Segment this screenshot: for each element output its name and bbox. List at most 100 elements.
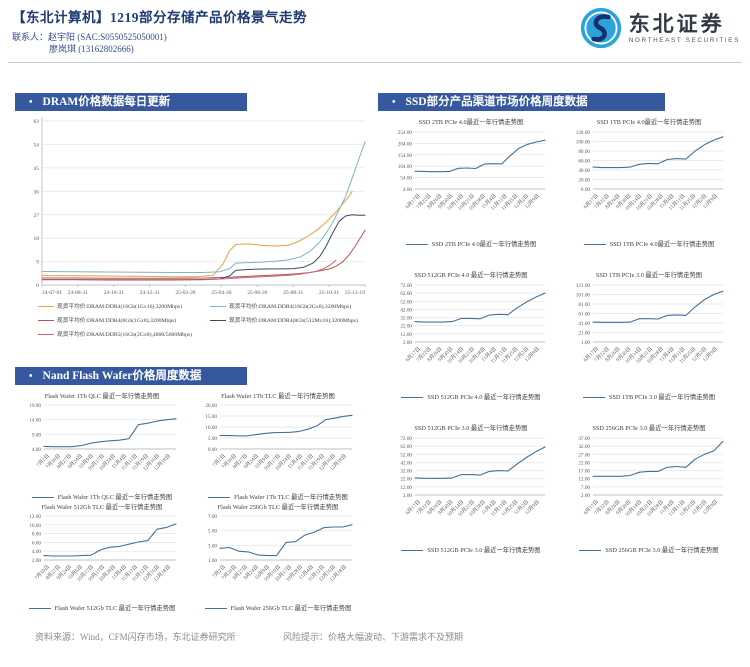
svg-text:1.00: 1.00	[581, 340, 590, 346]
ssd-512gb-pcie3-cell: SSD 512GB PCIe 3.0 最近一年行情走势图 72.00 62.00 5…	[385, 423, 557, 554]
svg-text:19.00: 19.00	[29, 403, 41, 409]
flash-1tb-tlc-chart: 20.00 15.00 10.00 5.00 0.00 7月2日 7月30日 8月27日 9月2…	[192, 401, 364, 487]
bullet-icon: •	[392, 97, 396, 108]
legend-label: 现货平均价:DRAM:DDR4(8Gb(1Gx8),3200Mbps)	[57, 318, 177, 324]
svg-text:25-04-30: 25-04-30	[211, 290, 231, 296]
svg-text:2.00: 2.00	[581, 493, 590, 499]
legend-swatch	[208, 497, 231, 499]
svg-text:254.00: 254.00	[398, 130, 413, 136]
section-title-dram: DRAM价格数据每日更新	[42, 96, 171, 108]
ssd-256gb-pcie3-chart: 37.00 32.00 27.00 22.00 17.00 12.00 7.00 2.00 6月…	[563, 433, 735, 533]
section-title-nand: Nand Flash Wafer价格周度数据	[42, 370, 202, 382]
ssd-1tb-pcie4-chart: 120.00 100.00 80.00 60.00 40.00 20.00 0.00 6月17…	[563, 127, 735, 227]
flash-256gb-tlc-chart: 7.00 5.00 3.00 1.00 7月2日 7月30日 8月27日 9月24日 10月9日…	[192, 512, 364, 598]
svg-text:25-06-30: 25-06-30	[247, 290, 267, 296]
svg-text:0.00: 0.00	[208, 447, 217, 453]
contact-block: 联系人：赵宇阳 (SAC:S0550525050001) 廖岚琪 (131628…	[12, 31, 167, 55]
legend-item: 现货平均价:DRAM:DDR4(16Gb(1Gx16),3200Mbps)	[38, 301, 210, 310]
company-logo: 东北证券 NORTHEAST SECURITIES	[579, 6, 740, 50]
svg-text:27: 27	[34, 213, 40, 219]
svg-text:52.00: 52.00	[400, 299, 412, 305]
svg-text:154.00: 154.00	[398, 153, 413, 159]
flash-512gb-tlc-chart: 12.00 10.00 8.00 6.00 4.00 2.00 7月30日 8月27日 9月24…	[16, 512, 188, 598]
svg-text:52.00: 52.00	[400, 452, 412, 458]
svg-text:17.00: 17.00	[578, 469, 590, 475]
legend-swatch	[28, 608, 51, 610]
chart-title: SSD 1TB PCIe 4.0最近一年行情走势图	[596, 119, 702, 126]
svg-text:81.00: 81.00	[578, 302, 590, 308]
svg-text:2.00: 2.00	[32, 558, 41, 564]
legend-label: SSD 1TB PCIe 4.0最近一年行情走势图	[609, 241, 715, 248]
legend-item: 现货平均价:DRAM:DDR4(8Gb(512Mx16),3200Mbps)	[210, 315, 360, 324]
chart-legend: SSD 1TB PCIe 4.0最近一年行情走势图	[563, 239, 735, 248]
legend-label: 现货平均价:DRAM:DDR4(16Gb(2Gx8),3200Mbps)	[229, 304, 352, 310]
section-banner-ssd: • SSD部分产品渠道市场价格周度数据	[378, 93, 665, 111]
svg-text:5.00: 5.00	[208, 436, 217, 442]
chart-title: SSD 512GB PCIe 4.0 最近一年行情走势图	[414, 272, 528, 279]
legend-swatch	[210, 320, 226, 322]
contact-2: 廖岚琪 (13162802666)	[49, 44, 134, 54]
svg-text:36: 36	[34, 189, 40, 195]
svg-text:24-10-31: 24-10-31	[104, 290, 124, 296]
svg-text:24-07-01: 24-07-01	[42, 290, 62, 296]
svg-text:104.00: 104.00	[398, 164, 413, 170]
bullet-icon: •	[29, 371, 33, 382]
legend-label: 现货平均价:DRAM:DDR4(16Gb(1Gx16),3200Mbps)	[57, 304, 182, 310]
chart-legend: Flash Wafer 256Gb TLC 最近一年行情走势图	[192, 603, 364, 612]
logo-icon	[580, 7, 621, 49]
ssd-1tb-pcie3-chart: 121.00 101.00 81.00 61.00 41.00 21.00 1.00 6月17…	[563, 280, 735, 380]
legend-label: SSD 512GB PCIe 4.0 最近一年行情走势图	[427, 394, 541, 401]
dram-legend: 现货平均价:DRAM:DDR4(16Gb(1Gx16),3200Mbps) 现货…	[38, 301, 360, 338]
footer-risk: 风险提示：价格大幅波动、下游需求不及预期	[283, 632, 464, 642]
svg-text:22.00: 22.00	[578, 460, 590, 466]
svg-text:80.00: 80.00	[578, 149, 590, 155]
section-banner-dram: • DRAM价格数据每日更新	[15, 93, 247, 111]
legend-label: SSD 2TB PCIe 4.0最近一年行情走势图	[431, 241, 537, 248]
svg-text:15.00: 15.00	[205, 414, 217, 420]
legend-swatch	[401, 397, 424, 399]
legend-item: 现货平均价:DRAM:DDR4(8Gb(1Gx8),3200Mbps)	[38, 315, 210, 324]
chart-title: Flash Wafer 256Gb TLC 最近一年行情走势图	[217, 504, 339, 511]
svg-text:54: 54	[34, 143, 40, 149]
chart-title: Flash Wafer 1Tb TLC 最近一年行情走势图	[221, 393, 335, 400]
legend-label: SSD 1TB PCIe 3.0 最近一年行情走势图	[608, 394, 716, 401]
svg-text:4.00: 4.00	[32, 549, 41, 555]
chart-legend: SSD 512GB PCIe 4.0 最近一年行情走势图	[385, 392, 557, 401]
svg-text:20.00: 20.00	[578, 177, 590, 183]
svg-text:60.00: 60.00	[578, 158, 590, 164]
legend-label: SSD 256GB PCIe 3.0 最近一年行情走势图	[605, 547, 719, 554]
svg-text:0.00: 0.00	[581, 187, 590, 193]
svg-text:120.00: 120.00	[576, 130, 591, 136]
contact-label: 联系人：	[12, 32, 49, 42]
legend-item: 现货平均价:DRAM:DDR4(16Gb(2Gx8),3200Mbps)	[210, 301, 360, 310]
svg-text:25-12-19: 25-12-19	[345, 290, 365, 296]
flash-1tb-qlc-chart: 19.00 14.00 9.00 4.00 7月2日 7月30日 8月27日 9月24日 10月…	[16, 401, 188, 487]
svg-text:10.00: 10.00	[205, 425, 217, 431]
chart-legend: SSD 256GB PCIe 3.0 最近一年行情走势图	[563, 545, 735, 554]
svg-text:5.00: 5.00	[208, 529, 217, 535]
ssd-512gb-pcie4-cell: SSD 512GB PCIe 4.0 最近一年行情走势图 72.00 62.00 5…	[385, 270, 557, 401]
footer-source: 资料来源：Wind，CFM闪存市场，东北证券研究所	[35, 632, 236, 642]
flash-256gb-tlc-cell: Flash Wafer 256Gb TLC 最近一年行情走势图 7.00 5.00…	[192, 502, 364, 612]
legend-label: Flash Wafer 1Tb TLC 最近一年行情走势图	[234, 494, 348, 501]
svg-text:25-08-31: 25-08-31	[283, 290, 303, 296]
svg-text:32.00: 32.00	[400, 469, 412, 475]
chart-legend: Flash Wafer 512Gb TLC 最近一年行情走势图	[16, 603, 188, 612]
svg-text:14.00: 14.00	[29, 418, 41, 424]
legend-swatch	[582, 397, 605, 399]
svg-text:12.00: 12.00	[29, 514, 41, 520]
svg-text:24-08-31: 24-08-31	[68, 290, 88, 296]
svg-text:7.00: 7.00	[208, 514, 217, 520]
svg-text:12.00: 12.00	[400, 485, 412, 491]
dram-chart: 63 54 45 36 27 18 9 0 24-07-01 24-08-31 24-10-31 24…	[18, 114, 370, 298]
ssd-1tb-pcie4-cell: SSD 1TB PCIe 4.0最近一年行情走势图 120.00 100.00 80…	[563, 117, 735, 248]
svg-text:18: 18	[34, 236, 40, 242]
legend-label: Flash Wafer 1Tb QLC 最近一年行情走势图	[57, 494, 173, 501]
page-title: 【东北计算机】1219部分存储产品价格景气走势	[12, 10, 307, 25]
svg-text:1.00: 1.00	[208, 558, 217, 564]
svg-text:45: 45	[34, 166, 40, 172]
legend-swatch	[31, 497, 54, 499]
chart-title: SSD 1TB PCIe 3.0 最近一年行情走势图	[595, 272, 703, 279]
svg-text:4.00: 4.00	[403, 187, 412, 193]
